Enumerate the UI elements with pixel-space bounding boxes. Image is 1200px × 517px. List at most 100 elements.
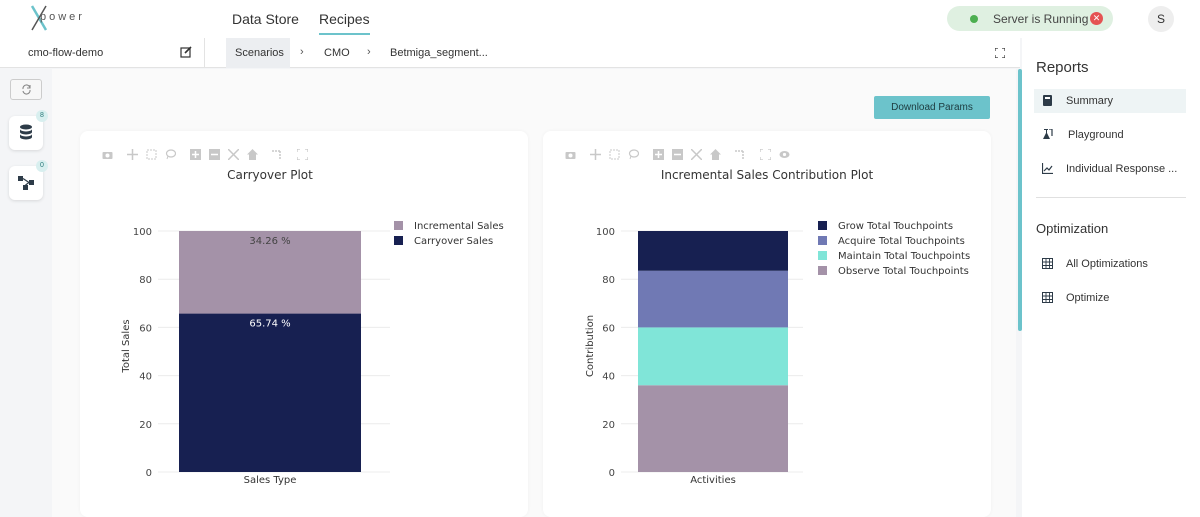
chart-title: Incremental Sales Contribution Plot xyxy=(661,168,874,182)
legend-label: Acquire Total Touchpoints xyxy=(838,236,965,247)
bar-data-label: 65.74 % xyxy=(249,319,290,330)
carryover-chart-card: Carryover Plot 65.74 % 34.26 % 0 20 40 60 80 1… xyxy=(80,131,528,517)
legend-label: Incremental Sales xyxy=(414,221,504,232)
zoom-in-icon[interactable] xyxy=(653,149,664,160)
book-icon xyxy=(1043,95,1052,106)
y-axis-label: Contribution xyxy=(585,315,596,377)
optimization-heading: Optimization xyxy=(1036,221,1109,236)
lasso-icon[interactable] xyxy=(628,149,639,160)
breadcrumb-cmo[interactable]: CMO xyxy=(324,47,350,59)
optimization-item-all[interactable]: All Optimizations xyxy=(1034,252,1186,276)
y-tick-label: 0 xyxy=(609,468,615,479)
bar-segment xyxy=(179,231,361,314)
grid-icon xyxy=(1042,258,1053,269)
refresh-button[interactable] xyxy=(10,79,42,100)
bar-segment xyxy=(638,270,788,328)
flows-count-badge: 0 xyxy=(36,160,48,172)
y-tick-label: 40 xyxy=(139,372,152,383)
autoscale-icon[interactable] xyxy=(691,149,702,160)
reports-item-playground[interactable]: Playground xyxy=(1034,123,1186,147)
divider xyxy=(204,38,205,68)
bar-segment xyxy=(638,231,788,271)
reports-heading: Reports xyxy=(1036,59,1089,76)
reports-item-label: Summary xyxy=(1066,95,1114,107)
status-dot-icon xyxy=(970,15,978,23)
y-tick-label: 100 xyxy=(596,227,615,238)
reports-item-label: Individual Response ... xyxy=(1066,163,1178,175)
flow-bar: cmo-flow-demo Scenarios › CMO › Betmiga_… xyxy=(0,38,1020,68)
server-status-pill: Server is Running ✕ xyxy=(947,6,1113,31)
y-tick-label: 20 xyxy=(602,420,615,431)
nav-recipes[interactable]: Recipes xyxy=(319,11,370,35)
nav-data-store[interactable]: Data Store xyxy=(232,11,299,27)
zoom-out-icon[interactable] xyxy=(672,149,683,160)
y-tick-label: 80 xyxy=(139,275,152,286)
legend-swatch xyxy=(394,236,403,245)
y-axis-label: Total Sales xyxy=(121,319,132,373)
contribution-chart-card: Incremental Sales Contribution Plot 0 20 4… xyxy=(543,131,991,517)
expand-icon[interactable] xyxy=(995,48,1005,58)
spike-lines-icon[interactable] xyxy=(735,149,746,160)
reports-item-individual-response[interactable]: Individual Response ... xyxy=(1034,157,1186,181)
legend-label: Grow Total Touchpoints xyxy=(838,221,953,232)
reports-item-label: Playground xyxy=(1068,129,1124,141)
y-tick-label: 0 xyxy=(146,468,152,479)
spike-lines-icon[interactable] xyxy=(272,149,283,160)
divider xyxy=(1036,197,1186,198)
legend-label: Carryover Sales xyxy=(414,236,493,247)
bar-segment xyxy=(638,327,788,386)
stop-server-icon[interactable]: ✕ xyxy=(1090,12,1103,25)
logo-text: power xyxy=(40,11,85,23)
datasets-button[interactable] xyxy=(9,116,43,150)
eye-icon[interactable] xyxy=(779,149,790,160)
bar-data-label: 34.26 % xyxy=(249,236,290,247)
report-canvas: Download Params Carryover Plot 65.74 % 34… xyxy=(52,69,1016,517)
y-tick-label: 60 xyxy=(602,323,615,334)
flask-icon xyxy=(1043,129,1053,139)
x-axis-label: Sales Type xyxy=(244,475,297,486)
top-bar: power Data Store Recipes Server is Runni… xyxy=(0,0,1200,38)
legend-swatch xyxy=(818,236,827,245)
legend-label: Observe Total Touchpoints xyxy=(838,266,969,277)
legend-label: Maintain Total Touchpoints xyxy=(838,251,970,262)
camera-icon[interactable] xyxy=(102,149,113,160)
box-select-icon[interactable] xyxy=(146,149,157,160)
zoom-in-icon[interactable] xyxy=(190,149,201,160)
box-select-icon[interactable] xyxy=(609,149,620,160)
y-tick-label: 20 xyxy=(139,420,152,431)
left-rail: 8 0 xyxy=(0,69,52,517)
flows-button[interactable] xyxy=(9,166,43,200)
download-params-button[interactable]: Download Params xyxy=(874,96,990,119)
line-chart-icon xyxy=(1042,163,1053,174)
chevron-right-icon: › xyxy=(300,46,304,58)
bar-segment xyxy=(179,313,361,472)
optimization-item-optimize[interactable]: Optimize xyxy=(1034,286,1186,310)
home-icon[interactable] xyxy=(710,149,721,160)
refresh-icon xyxy=(22,84,31,95)
reports-item-summary[interactable]: Summary xyxy=(1034,89,1186,113)
home-icon[interactable] xyxy=(247,149,258,160)
camera-icon[interactable] xyxy=(565,149,576,160)
chart-toolbar xyxy=(102,149,322,163)
user-avatar[interactable]: S xyxy=(1148,6,1174,32)
y-tick-label: 40 xyxy=(602,372,615,383)
zoom-out-icon[interactable] xyxy=(209,149,220,160)
lasso-icon[interactable] xyxy=(165,149,176,160)
main-scrollbar[interactable] xyxy=(1018,69,1022,331)
autoscale-icon[interactable] xyxy=(228,149,239,160)
breadcrumb-active-bg xyxy=(226,38,290,68)
contribution-plot-svg: Incremental Sales Contribution Plot 0 20 4… xyxy=(585,168,970,486)
database-icon xyxy=(20,124,32,140)
pan-icon[interactable] xyxy=(590,149,601,160)
optimization-item-label: All Optimizations xyxy=(1066,258,1148,270)
optimization-item-label: Optimize xyxy=(1066,292,1110,304)
carryover-plot-svg: Carryover Plot 65.74 % 34.26 % 0 20 40 60 80 1… xyxy=(121,168,504,486)
edit-icon[interactable] xyxy=(180,46,192,58)
breadcrumb-scenarios[interactable]: Scenarios xyxy=(235,47,284,59)
legend-swatch xyxy=(818,251,827,260)
xpower-logo-icon[interactable] xyxy=(28,4,90,32)
breadcrumb-segment[interactable]: Betmiga_segment... xyxy=(390,47,488,59)
datasets-count-badge: 8 xyxy=(36,110,48,122)
y-tick-label: 80 xyxy=(602,275,615,286)
pan-icon[interactable] xyxy=(127,149,138,160)
